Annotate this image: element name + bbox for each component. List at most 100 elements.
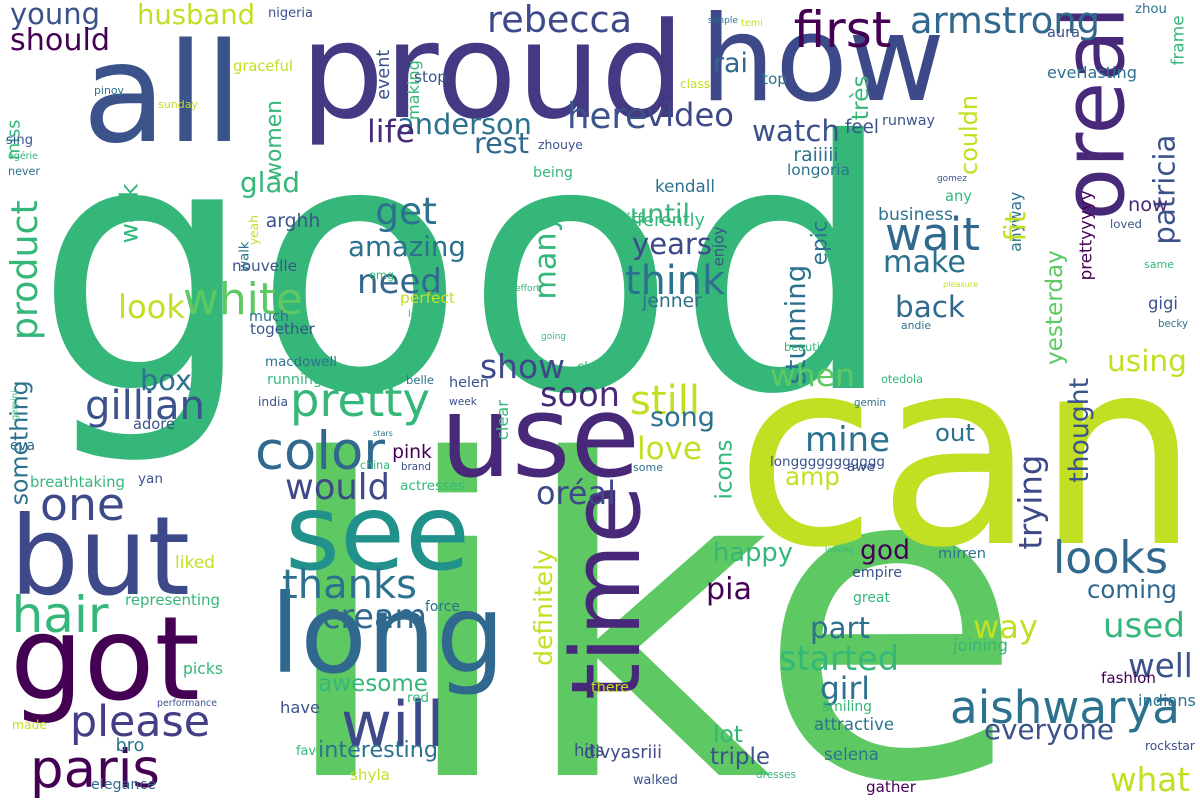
word-cloud-word: arghh [265, 211, 321, 233]
word-cloud-word: mirren [938, 545, 986, 563]
word-cloud-word: product [2, 200, 46, 340]
word-cloud-word: lot [713, 720, 743, 749]
word-cloud-word: would [285, 467, 390, 509]
word-cloud-word: jenner [642, 291, 702, 313]
word-cloud-word: aura [1047, 25, 1080, 42]
word-cloud-word: longgggggggggg [770, 453, 885, 470]
word-cloud-word: armstrong [910, 0, 1100, 42]
word-cloud-word: clear [492, 400, 512, 440]
word-cloud-word: loved [1110, 216, 1142, 231]
word-cloud-word: selena [824, 743, 879, 764]
word-cloud-word: enjoy [710, 226, 728, 266]
word-cloud-word: video [646, 95, 734, 134]
word-cloud-word: force [425, 598, 460, 615]
word-cloud-word: will [340, 687, 445, 761]
word-cloud-word: dresses [756, 769, 796, 782]
word-cloud-word: icons [711, 440, 738, 500]
word-cloud-word: gomez [937, 174, 967, 185]
word-cloud-word: effort [515, 282, 540, 294]
word-cloud-word: picks [183, 660, 223, 679]
word-cloud-word: girl [820, 671, 870, 708]
word-cloud-word: well [1128, 646, 1193, 685]
word-cloud-word: awesome [318, 671, 428, 698]
word-cloud-word: zhou [1135, 1, 1167, 17]
word-cloud-word: couldn [955, 95, 984, 175]
word-cloud-word: how [700, 0, 945, 129]
word-cloud-word: anderson [397, 106, 532, 141]
word-cloud-word: what [1110, 761, 1190, 800]
word-cloud-word: color [255, 421, 385, 483]
word-cloud-word: glad [240, 166, 300, 200]
word-cloud-word: graceful [233, 58, 293, 76]
word-cloud-word: looking [824, 544, 854, 554]
word-cloud-word: way [973, 608, 1038, 647]
word-cloud-word: mine [805, 420, 890, 460]
word-cloud-word: brand [401, 461, 431, 474]
word-cloud-word: epic [807, 220, 833, 265]
word-cloud-word: rest [474, 126, 529, 161]
word-cloud-word: much [249, 309, 289, 326]
word-cloud-word: actresses [400, 477, 465, 494]
word-cloud-word: rebecca [487, 0, 632, 41]
word-cloud-word: fit [997, 211, 1032, 242]
word-cloud-word: week [449, 395, 477, 409]
word-cloud-word: rockstar [1145, 738, 1195, 753]
word-cloud-word: part [810, 611, 870, 646]
word-cloud-word: prettyyyyy [1075, 189, 1096, 280]
word-cloud-word: stop [414, 67, 447, 86]
word-cloud-word: think [625, 258, 725, 305]
word-cloud-word: raiiiii [793, 145, 839, 167]
word-cloud-word: until [630, 199, 690, 231]
word-cloud-word: box [140, 362, 192, 397]
word-cloud-word: divyasriii [584, 742, 662, 763]
word-cloud-word: some [633, 460, 663, 474]
word-cloud-word: soon [540, 374, 620, 414]
word-cloud-word: rai [713, 48, 748, 80]
word-cloud-word: fashion [1101, 669, 1156, 688]
word-cloud-word: empire [852, 565, 902, 582]
word-cloud-word: kendall [655, 177, 715, 197]
word-cloud-word: triple [710, 743, 770, 770]
word-cloud-word: yesterday [1041, 250, 1068, 365]
word-cloud-word: like [274, 370, 1026, 800]
word-cloud-word: show [480, 347, 565, 387]
word-cloud-word: wait [885, 208, 980, 262]
word-cloud-word: red [407, 691, 429, 707]
word-cloud-word: now [1128, 193, 1168, 217]
word-cloud-word: gemin [854, 397, 886, 409]
word-cloud-word: awe [847, 458, 875, 475]
word-cloud-word: otedola [881, 372, 923, 386]
word-cloud-word: husband [137, 0, 255, 31]
word-cloud-word: can [735, 303, 1200, 605]
word-cloud-word: made [12, 717, 47, 732]
word-cloud-word: top [762, 69, 787, 88]
word-cloud-word: get [375, 189, 437, 234]
word-cloud-word: pinoy [94, 84, 124, 98]
word-cloud-word: song [650, 402, 715, 434]
word-cloud-word: look [118, 287, 185, 326]
word-cloud-word: gillian [85, 383, 205, 430]
word-cloud-word: time [551, 484, 662, 700]
word-cloud-word: bro [115, 736, 145, 757]
word-cloud-word: égérie [8, 150, 38, 162]
word-cloud-word: make [883, 244, 966, 280]
word-cloud-word: use [440, 371, 640, 503]
word-cloud-word: liked [175, 552, 215, 573]
word-cloud-word: macdowell [265, 354, 337, 370]
word-cloud-word: paris [30, 739, 160, 800]
word-cloud-word: sing [6, 132, 33, 148]
word-cloud-word: attractive [814, 714, 894, 734]
word-cloud-word: shyla [350, 765, 390, 784]
word-cloud-word: started [779, 639, 899, 679]
word-cloud-word: still [630, 378, 700, 425]
word-cloud-word: pia [706, 571, 752, 607]
word-cloud-word: watch [752, 114, 840, 149]
word-cloud-word: cream [322, 597, 427, 637]
word-cloud-word: going [541, 332, 566, 343]
word-cloud-word: eva [10, 438, 35, 455]
word-cloud-word: helen [449, 375, 489, 392]
word-cloud-word: walked [633, 773, 678, 789]
word-cloud-word: elegance [91, 776, 156, 793]
word-cloud-word: definitely [528, 548, 558, 666]
